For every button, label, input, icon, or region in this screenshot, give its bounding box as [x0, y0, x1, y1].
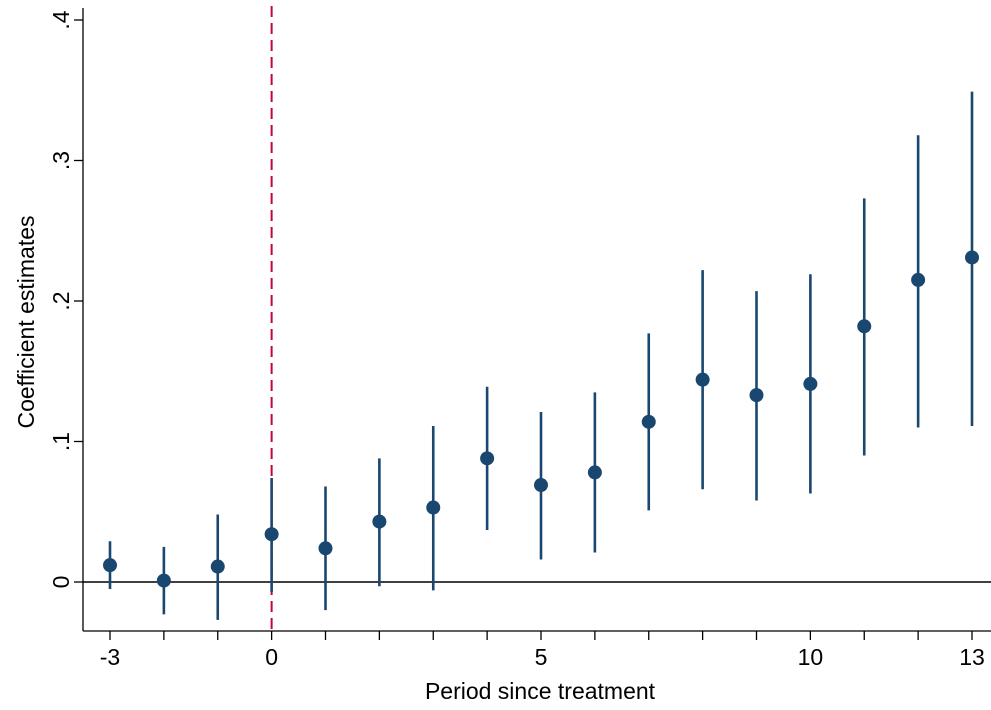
- coefficient-point: [803, 376, 818, 391]
- coefficient-point: [156, 573, 171, 588]
- x-tick-label: 0: [265, 644, 278, 670]
- coefficient-point: [210, 559, 225, 574]
- coefficient-point: [587, 465, 602, 480]
- coefficient-point: [965, 250, 979, 265]
- axes: [82, 8, 991, 632]
- coefficient-point: [264, 527, 279, 542]
- coefficient-point: [749, 388, 764, 403]
- y-ticks: 0 .1 .2 .3 .4: [48, 10, 83, 588]
- reference-lines: [83, 6, 991, 631]
- coefficient-point: [695, 372, 710, 387]
- y-tick-label: 0: [48, 576, 74, 589]
- y-tick-label: .4: [48, 10, 74, 29]
- x-tick-label: 10: [798, 644, 824, 670]
- coefficient-point: [857, 319, 872, 334]
- coefficient-point: [911, 272, 926, 287]
- x-tick-label: 5: [535, 644, 548, 670]
- y-tick-label: .2: [48, 291, 74, 310]
- y-tick-label: .3: [48, 151, 74, 170]
- coefficient-point: [103, 558, 117, 573]
- coefficient-point: [426, 500, 441, 515]
- x-tick-label: -3: [100, 644, 120, 670]
- coefficient-point: [641, 414, 656, 429]
- y-axis-title: Coefficient estimates: [13, 215, 39, 428]
- coefficient-point: [534, 478, 548, 493]
- point-estimates: [103, 250, 979, 588]
- y-tick-label: .1: [48, 432, 74, 451]
- coefficient-point: [372, 514, 387, 529]
- confidence-intervals: [108, 91, 974, 620]
- x-ticks: -3 0 5 10 13: [100, 631, 985, 670]
- coefficient-point: [480, 451, 495, 466]
- x-axis-title: Period since treatment: [425, 678, 656, 704]
- x-tick-label: 13: [959, 644, 985, 670]
- coefficient-point: [318, 541, 333, 556]
